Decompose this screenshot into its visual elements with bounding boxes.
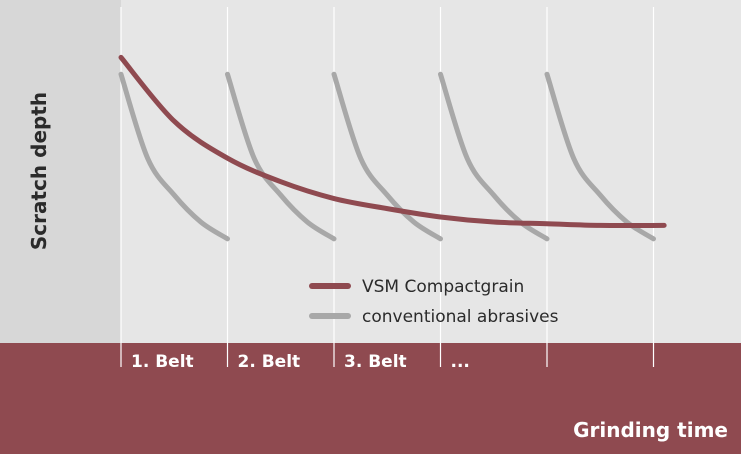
conventional-abrasives-line xyxy=(438,71,550,242)
x-axis-band xyxy=(0,343,741,454)
x-tick-label: ... xyxy=(451,352,470,372)
series-layer xyxy=(118,54,667,242)
x-tick-labels: 1. Belt 2. Belt 3. Belt... xyxy=(131,352,470,372)
y-axis-label: Scratch depth xyxy=(27,92,51,250)
conventional-abrasives-line xyxy=(331,71,443,242)
gridlines xyxy=(120,7,655,367)
legend: VSM Compactgrain conventional abrasives xyxy=(309,277,559,327)
legend-label-conventional: conventional abrasives xyxy=(362,307,559,327)
x-tick-label: 2. Belt xyxy=(238,352,301,372)
y-axis-band xyxy=(0,0,121,343)
legend-label-compactgrain: VSM Compactgrain xyxy=(362,277,524,297)
conventional-abrasives-line xyxy=(118,71,230,242)
x-tick-label: 3. Belt xyxy=(344,352,407,372)
x-axis-label: Grinding time xyxy=(573,418,728,442)
compactgrain-line xyxy=(118,54,667,229)
x-tick-label: 1. Belt xyxy=(131,352,194,372)
conventional-abrasives-line xyxy=(225,71,337,242)
